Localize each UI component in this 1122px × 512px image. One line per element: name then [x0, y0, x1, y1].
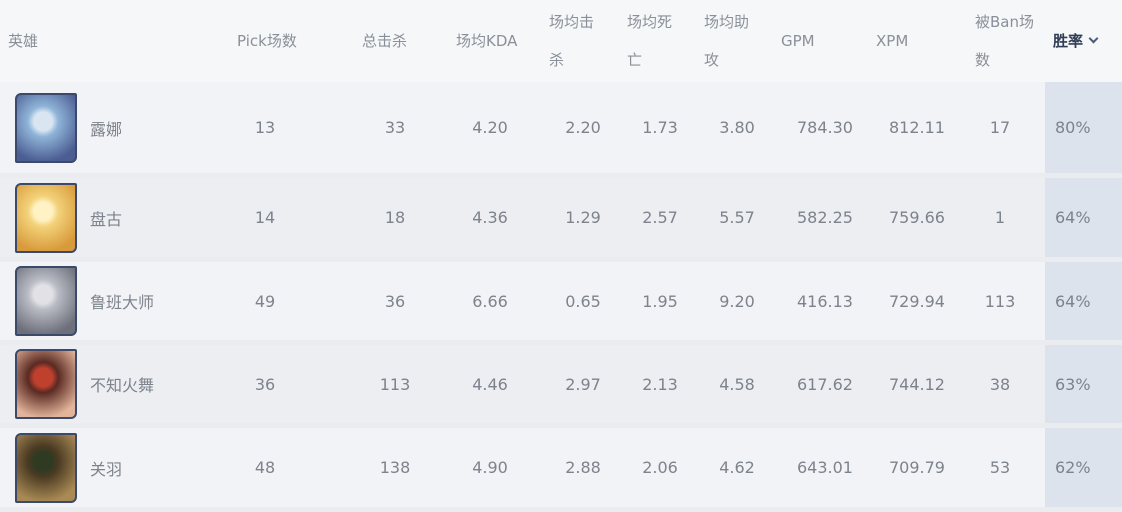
cell-avg-kills: 2.20 [565, 118, 601, 137]
cell-kda: 4.90 [472, 458, 508, 477]
cell-avg-kills: 0.65 [565, 291, 601, 311]
cell-kills-total: 138 [379, 458, 411, 477]
cell-kda: 4.36 [472, 208, 508, 227]
hero-avatar[interactable] [15, 266, 77, 336]
cell-xpm: 729.94 [889, 291, 945, 311]
cell-winrate: 63% [1055, 374, 1091, 394]
cell-kda: 6.66 [472, 291, 508, 311]
cell-kills-total: 36 [384, 291, 406, 311]
header-kda[interactable]: 场均KDA [456, 32, 518, 50]
cell-avg-deaths: 2.06 [642, 458, 678, 477]
table-row[interactable]: 关羽 48 138 4.90 2.88 2.06 4.62 643.01 709.79 53 62% [0, 428, 1122, 512]
cell-banned: 38 [989, 374, 1011, 394]
cell-pick: 14 [254, 208, 276, 227]
cell-kills-total: 33 [384, 118, 406, 137]
cell-avg-assists: 4.62 [719, 458, 755, 477]
cell-winrate: 64% [1055, 291, 1091, 311]
header-gpm[interactable]: GPM [781, 32, 815, 50]
header-avg-kills[interactable]: 场均击杀 [549, 13, 595, 69]
header-avg-assists[interactable]: 场均助攻 [704, 13, 750, 69]
cell-avg-deaths: 1.73 [642, 118, 678, 137]
table-row[interactable]: 露娜 13 33 4.20 2.20 1.73 3.80 784.30 812.11 17 80% [0, 82, 1122, 178]
cell-banned: 1 [994, 208, 1006, 227]
cell-gpm: 582.25 [797, 208, 853, 227]
cell-avg-assists: 5.57 [719, 208, 755, 227]
header-kills-total[interactable]: 总击杀 [362, 32, 408, 50]
cell-avg-kills: 2.97 [565, 374, 601, 394]
cell-avg-assists: 3.80 [719, 118, 755, 137]
hero-name[interactable]: 露娜 [90, 119, 123, 139]
cell-avg-kills: 1.29 [565, 208, 601, 227]
hero-name[interactable]: 盘古 [90, 209, 123, 229]
header-winrate-label: 胜率 [1053, 32, 1084, 50]
hero-name[interactable]: 鲁班大师 [90, 293, 155, 312]
cell-xpm: 812.11 [889, 118, 945, 137]
header-avg-deaths[interactable]: 场均死亡 [627, 13, 673, 69]
hero-name[interactable]: 关羽 [90, 459, 123, 479]
cell-gpm: 643.01 [797, 458, 853, 477]
cell-xpm: 709.79 [889, 458, 945, 477]
cell-kda: 4.20 [472, 118, 508, 137]
cell-winrate: 80% [1055, 118, 1091, 137]
chevron-down-icon [1088, 33, 1099, 44]
header-banned[interactable]: 被Ban场数 [975, 13, 1034, 69]
cell-banned: 113 [984, 291, 1016, 311]
table-row[interactable]: 盘古 14 18 4.36 1.29 2.57 5.57 582.25 759.66 1 64% [0, 178, 1122, 262]
cell-gpm: 617.62 [797, 374, 853, 394]
cell-avg-deaths: 2.13 [642, 374, 678, 394]
cell-banned: 17 [989, 118, 1011, 137]
cell-gpm: 784.30 [797, 118, 853, 137]
cell-avg-assists: 9.20 [719, 291, 755, 311]
header-hero[interactable]: 英雄 [8, 32, 39, 50]
cell-avg-deaths: 2.57 [642, 208, 678, 227]
hero-avatar[interactable] [15, 182, 77, 253]
hero-avatar[interactable] [15, 92, 77, 163]
winrate-column-highlight [1045, 82, 1122, 512]
cell-pick: 13 [254, 118, 276, 137]
cell-xpm: 744.12 [889, 374, 945, 394]
cell-winrate: 64% [1055, 208, 1091, 227]
hero-avatar[interactable] [15, 432, 77, 503]
cell-kda: 4.46 [472, 374, 508, 394]
header-xpm[interactable]: XPM [876, 32, 909, 50]
table-row[interactable]: 不知火舞 36 113 4.46 2.97 2.13 4.58 617.62 744.12 38 6… [0, 345, 1122, 428]
cell-pick: 48 [254, 458, 276, 477]
cell-avg-deaths: 1.95 [642, 291, 678, 311]
cell-kills-total: 18 [384, 208, 406, 227]
cell-gpm: 416.13 [797, 291, 853, 311]
hero-avatar[interactable] [15, 349, 77, 419]
cell-pick: 36 [254, 374, 276, 394]
hero-name[interactable]: 不知火舞 [90, 376, 155, 395]
cell-banned: 53 [989, 458, 1011, 477]
cell-xpm: 759.66 [889, 208, 945, 227]
table-header: 英雄 Pick场数 总击杀 场均KDA 场均击杀 场均死亡 场均助攻 GPM X… [0, 0, 1122, 82]
cell-pick: 49 [254, 291, 276, 311]
header-pick[interactable]: Pick场数 [237, 32, 297, 50]
cell-kills-total: 113 [379, 374, 411, 394]
cell-avg-assists: 4.58 [719, 374, 755, 394]
cell-avg-kills: 2.88 [565, 458, 601, 477]
table-row[interactable]: 鲁班大师 49 36 6.66 0.65 1.95 9.20 416.13 729.94 113 6… [0, 262, 1122, 345]
cell-winrate: 62% [1055, 458, 1091, 477]
header-winrate[interactable]: 胜率 [1053, 0, 1099, 82]
